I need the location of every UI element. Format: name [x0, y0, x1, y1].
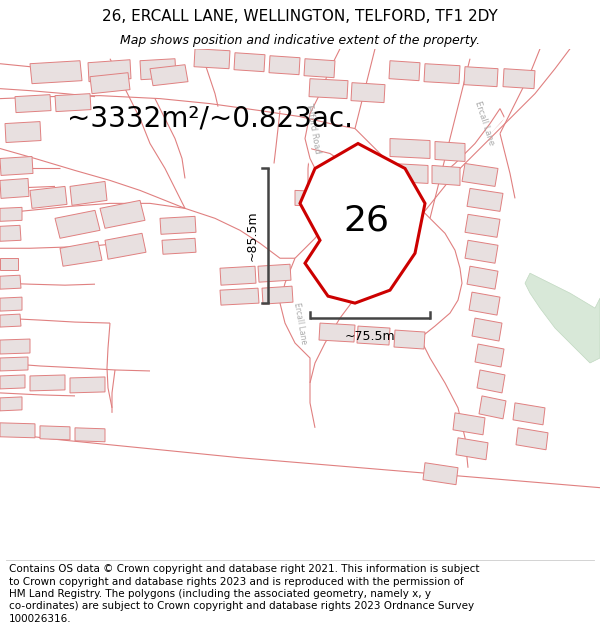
Text: ~75.5m: ~75.5m: [344, 330, 395, 343]
Polygon shape: [503, 69, 535, 89]
Polygon shape: [465, 214, 500, 238]
Polygon shape: [469, 292, 500, 315]
Text: ~3332m²/~0.823ac.: ~3332m²/~0.823ac.: [67, 104, 353, 132]
Polygon shape: [55, 94, 91, 112]
Polygon shape: [140, 59, 176, 79]
Polygon shape: [60, 241, 102, 266]
Polygon shape: [0, 357, 28, 371]
Polygon shape: [424, 64, 460, 84]
Polygon shape: [262, 286, 293, 304]
Polygon shape: [0, 297, 22, 311]
Text: Ercall Lane: Ercall Lane: [292, 301, 308, 344]
Polygon shape: [0, 156, 33, 176]
Text: Contains OS data © Crown copyright and database right 2021. This information is : Contains OS data © Crown copyright and d…: [9, 564, 479, 624]
Polygon shape: [351, 82, 385, 102]
Polygon shape: [0, 314, 21, 327]
Polygon shape: [319, 323, 355, 342]
Polygon shape: [100, 201, 145, 228]
Polygon shape: [394, 330, 425, 349]
Polygon shape: [467, 188, 503, 211]
Polygon shape: [464, 67, 498, 87]
Polygon shape: [0, 178, 29, 198]
Polygon shape: [479, 396, 506, 419]
Polygon shape: [0, 208, 22, 221]
Polygon shape: [0, 226, 21, 241]
Polygon shape: [432, 166, 460, 186]
Polygon shape: [194, 49, 230, 69]
Polygon shape: [150, 65, 188, 86]
Polygon shape: [467, 266, 498, 289]
Polygon shape: [0, 275, 21, 289]
Polygon shape: [220, 266, 256, 285]
Polygon shape: [453, 413, 485, 435]
Polygon shape: [40, 426, 70, 440]
Polygon shape: [220, 288, 259, 305]
Text: 26, ERCALL LANE, WELLINGTON, TELFORD, TF1 2DY: 26, ERCALL LANE, WELLINGTON, TELFORD, TF…: [102, 9, 498, 24]
Polygon shape: [392, 164, 428, 183]
Polygon shape: [70, 181, 107, 206]
Text: Ercall Lane: Ercall Lane: [473, 100, 496, 147]
Text: ~85.5m: ~85.5m: [246, 211, 259, 261]
Polygon shape: [30, 61, 82, 84]
Polygon shape: [0, 375, 25, 389]
Polygon shape: [525, 273, 600, 363]
Text: 26: 26: [343, 203, 389, 238]
Polygon shape: [0, 423, 35, 438]
Polygon shape: [475, 344, 504, 367]
Polygon shape: [15, 94, 51, 112]
Polygon shape: [513, 403, 545, 425]
Polygon shape: [55, 211, 100, 238]
Polygon shape: [300, 144, 425, 303]
Polygon shape: [88, 60, 131, 82]
Polygon shape: [516, 428, 548, 450]
Polygon shape: [234, 52, 265, 72]
Polygon shape: [325, 193, 355, 209]
Polygon shape: [440, 109, 505, 183]
Polygon shape: [309, 79, 348, 99]
Polygon shape: [162, 238, 196, 254]
Polygon shape: [389, 61, 420, 81]
Polygon shape: [90, 72, 130, 94]
Polygon shape: [105, 233, 146, 259]
Polygon shape: [477, 370, 505, 393]
Polygon shape: [462, 164, 498, 186]
Polygon shape: [0, 397, 22, 411]
Text: Map shows position and indicative extent of the property.: Map shows position and indicative extent…: [120, 34, 480, 47]
Polygon shape: [357, 326, 390, 345]
Polygon shape: [258, 264, 291, 282]
Polygon shape: [30, 375, 65, 391]
Polygon shape: [435, 141, 465, 161]
Polygon shape: [472, 318, 502, 341]
Polygon shape: [0, 258, 18, 270]
Text: Ercall Lane: Ercall Lane: [364, 225, 386, 272]
Polygon shape: [5, 122, 41, 142]
Polygon shape: [70, 377, 105, 393]
Polygon shape: [30, 186, 67, 208]
Polygon shape: [390, 139, 430, 159]
Polygon shape: [75, 428, 105, 442]
Polygon shape: [160, 216, 196, 234]
Polygon shape: [465, 240, 498, 263]
Polygon shape: [295, 191, 320, 206]
Polygon shape: [423, 462, 458, 484]
Polygon shape: [456, 438, 488, 460]
Polygon shape: [269, 56, 300, 74]
Text: Telford Road: Telford Road: [304, 102, 322, 155]
Polygon shape: [308, 149, 380, 253]
Polygon shape: [0, 339, 30, 354]
Polygon shape: [304, 59, 335, 78]
